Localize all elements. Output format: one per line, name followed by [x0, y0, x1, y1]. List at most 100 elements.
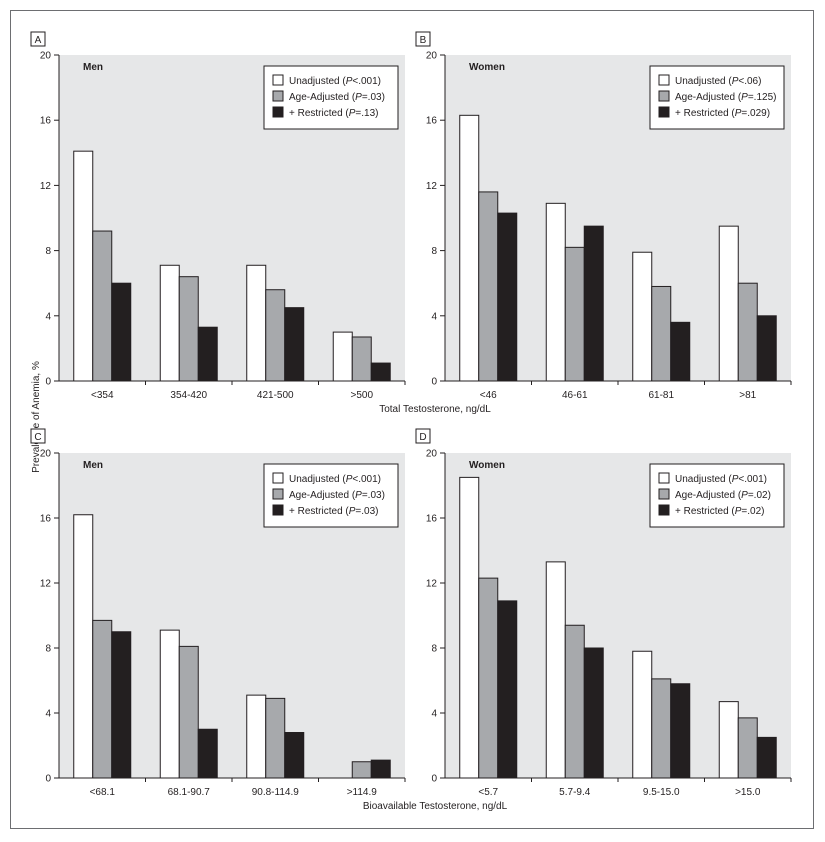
x-tick-label: 46-61	[562, 390, 588, 401]
y-tick-label: 0	[45, 774, 51, 785]
bar-age-adjusted-3	[651, 678, 672, 779]
x-tick-label: <46	[480, 390, 497, 401]
bar-unadjusted-1	[459, 476, 480, 779]
bar-age-adjusted-1	[92, 230, 113, 382]
bar-age-adjusted-2	[178, 645, 199, 779]
bar-age-adjusted-4	[737, 717, 758, 779]
bar-restricted-4	[756, 736, 777, 779]
x-tick-label: <68.1	[90, 787, 116, 798]
y-tick-label: 16	[40, 514, 52, 525]
bar-restricted-1	[111, 631, 132, 779]
bar-age-adjusted-2	[564, 246, 585, 382]
bar-restricted-2	[583, 647, 604, 779]
panel-title: Women	[469, 460, 505, 471]
y-tick-label: 0	[45, 377, 51, 388]
bar-unadjusted-2	[545, 202, 566, 382]
x-axis-label-bioavailable: Bioavailable Testosterone, ng/dL	[363, 801, 508, 812]
panel-b: B Women 0 4 8 12 16 20 <46 46-61 61-81 >81 Unadjuste…	[415, 31, 792, 401]
bar-age-adjusted-1	[478, 191, 499, 382]
bar-age-adjusted-4	[351, 761, 372, 779]
bar-unadjusted-1	[459, 114, 480, 382]
bar-restricted-3	[670, 683, 691, 779]
legend-swatch	[658, 106, 670, 118]
legend-entry: Age-Adjusted (P=.03)	[289, 92, 385, 103]
bar-restricted-2	[583, 225, 604, 382]
legend-swatch	[272, 90, 284, 102]
bar-age-adjusted-1	[478, 577, 499, 779]
bar-restricted-3	[670, 321, 691, 382]
bar-restricted-2	[197, 728, 218, 779]
bar-restricted-4	[370, 362, 391, 382]
legend-swatch	[272, 106, 284, 118]
panel-letter-box	[415, 428, 431, 444]
panels: A Men 0 4 8 12 16 20 <354 354-420 421-500 >500 Unadj…	[30, 31, 792, 798]
panel-letter: A	[35, 35, 42, 46]
bar-age-adjusted-4	[737, 282, 758, 382]
x-tick-label: <354	[91, 390, 114, 401]
bar-age-adjusted-3	[265, 697, 286, 779]
legend-entry: Unadjusted (P<.001)	[289, 474, 381, 485]
bar-unadjusted-4	[332, 331, 353, 382]
legend-entry: Age-Adjusted (P=.02)	[675, 490, 771, 501]
x-tick-label: 5.7-9.4	[559, 787, 591, 798]
panel-letter: B	[420, 35, 427, 46]
y-tick-label: 16	[426, 514, 438, 525]
bar-restricted-3	[284, 732, 305, 779]
y-tick-label: 20	[426, 449, 438, 460]
panel-letter-box	[30, 31, 46, 47]
legend-swatch	[272, 504, 284, 516]
bar-age-adjusted-2	[564, 624, 585, 779]
y-tick-label: 4	[431, 311, 437, 322]
legend-entry: Unadjusted (P<.06)	[675, 76, 761, 87]
legend-entry: Age-Adjusted (P=.125)	[675, 92, 776, 103]
legend-entry: + Restricted (P=.029)	[675, 108, 770, 119]
y-tick-label: 4	[45, 709, 51, 720]
y-tick-label: 8	[45, 644, 51, 655]
y-tick-label: 12	[426, 579, 438, 590]
bar-restricted-3	[284, 307, 305, 382]
y-tick-label: 12	[426, 181, 438, 192]
bar-unadjusted-4	[718, 701, 739, 779]
x-tick-label: 9.5-15.0	[643, 787, 680, 798]
panel-title: Women	[469, 62, 505, 73]
x-tick-label: 61-81	[648, 390, 674, 401]
x-tick-label: 90.8-114.9	[252, 787, 300, 798]
legend-swatch	[658, 472, 670, 484]
x-axis-label-total: Total Testosterone, ng/dL	[379, 404, 491, 415]
x-tick-label: 68.1-90.7	[168, 787, 211, 798]
bar-age-adjusted-1	[92, 619, 113, 779]
y-tick-label: 4	[45, 311, 51, 322]
panel-letter: D	[419, 432, 426, 443]
bar-unadjusted-3	[246, 264, 267, 382]
bar-unadjusted-3	[632, 650, 653, 779]
panel-a: A Men 0 4 8 12 16 20 <354 354-420 421-500 >500 Unadj…	[30, 31, 406, 401]
bar-unadjusted-3	[632, 251, 653, 382]
legend-box	[263, 65, 399, 130]
bar-unadjusted-2	[159, 264, 180, 382]
x-tick-label: >500	[350, 390, 373, 401]
legend-swatch	[658, 488, 670, 500]
y-tick-label: 4	[431, 709, 437, 720]
y-tick-label: 0	[431, 377, 437, 388]
panel-d: D Women 0 4 8 12 16 20 <5.7 5.7-9.4 9.5-15.0 >15.0 U…	[415, 428, 792, 798]
bar-restricted-2	[197, 326, 218, 382]
y-axis-label: Prevalence of Anemia, %	[31, 361, 42, 473]
panel-letter: C	[34, 432, 41, 443]
bar-age-adjusted-2	[178, 276, 199, 382]
legend-box	[263, 463, 399, 528]
legend-entry: + Restricted (P=.02)	[675, 506, 765, 517]
bar-age-adjusted-3	[651, 285, 672, 382]
bar-unadjusted-4	[718, 225, 739, 382]
x-tick-label: >114.9	[347, 787, 378, 798]
panel-c: C Men 0 4 8 12 16 20 <68.1 68.1-90.7 90.8-114.9 >11…	[30, 428, 406, 798]
y-tick-label: 20	[426, 51, 438, 62]
bar-restricted-1	[497, 212, 518, 382]
legend-swatch	[272, 472, 284, 484]
y-tick-label: 20	[40, 449, 52, 460]
legend-swatch	[658, 90, 670, 102]
bar-unadjusted-2	[545, 561, 566, 779]
bar-age-adjusted-3	[265, 289, 286, 382]
legend-swatch	[658, 74, 670, 86]
